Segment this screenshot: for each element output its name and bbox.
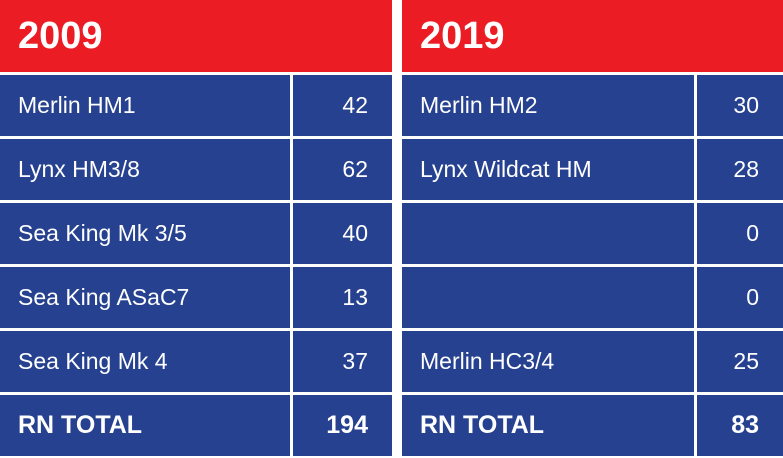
- table-row: Lynx Wildcat HM 28: [402, 139, 783, 200]
- aircraft-count: 28: [697, 139, 783, 200]
- table-row: Sea King Mk 4 37: [0, 331, 392, 392]
- total-label: RN TOTAL: [0, 395, 290, 456]
- aircraft-count: 40: [293, 203, 392, 264]
- aircraft-count: 37: [293, 331, 392, 392]
- total-label: RN TOTAL: [402, 395, 694, 456]
- aircraft-name: Merlin HM2: [402, 75, 694, 136]
- aircraft-name: [402, 203, 694, 264]
- table-row: Lynx HM3/8 62: [0, 139, 392, 200]
- aircraft-count: 25: [697, 331, 783, 392]
- total-value: 194: [293, 395, 392, 456]
- table-2009: 2009 Merlin HM1 42 Lynx HM3/8 62 Sea Kin…: [0, 0, 392, 458]
- aircraft-count: 42: [293, 75, 392, 136]
- table-row: Sea King Mk 3/5 40: [0, 203, 392, 264]
- year-header-2009: 2009: [0, 0, 392, 72]
- aircraft-name: Sea King Mk 3/5: [0, 203, 290, 264]
- aircraft-count: 13: [293, 267, 392, 328]
- table-row: 0: [402, 267, 783, 328]
- aircraft-count: 0: [697, 203, 783, 264]
- aircraft-count: 0: [697, 267, 783, 328]
- aircraft-count: 62: [293, 139, 392, 200]
- total-row: RN TOTAL 83: [402, 395, 783, 456]
- aircraft-name: Lynx HM3/8: [0, 139, 290, 200]
- table-row: 0: [402, 203, 783, 264]
- table-row: Sea King ASaC7 13: [0, 267, 392, 328]
- aircraft-name: Merlin HC3/4: [402, 331, 694, 392]
- aircraft-name: Merlin HM1: [0, 75, 290, 136]
- aircraft-name: Sea King ASaC7: [0, 267, 290, 328]
- aircraft-count: 30: [697, 75, 783, 136]
- aircraft-name: [402, 267, 694, 328]
- year-header-2019: 2019: [402, 0, 783, 72]
- total-row: RN TOTAL 194: [0, 395, 392, 456]
- table-row: Merlin HM2 30: [402, 75, 783, 136]
- table-row: Merlin HC3/4 25: [402, 331, 783, 392]
- aircraft-name: Sea King Mk 4: [0, 331, 290, 392]
- total-value: 83: [697, 395, 783, 456]
- table-row: Merlin HM1 42: [0, 75, 392, 136]
- aircraft-name: Lynx Wildcat HM: [402, 139, 694, 200]
- table-2019: 2019 Merlin HM2 30 Lynx Wildcat HM 28 0 …: [402, 0, 783, 458]
